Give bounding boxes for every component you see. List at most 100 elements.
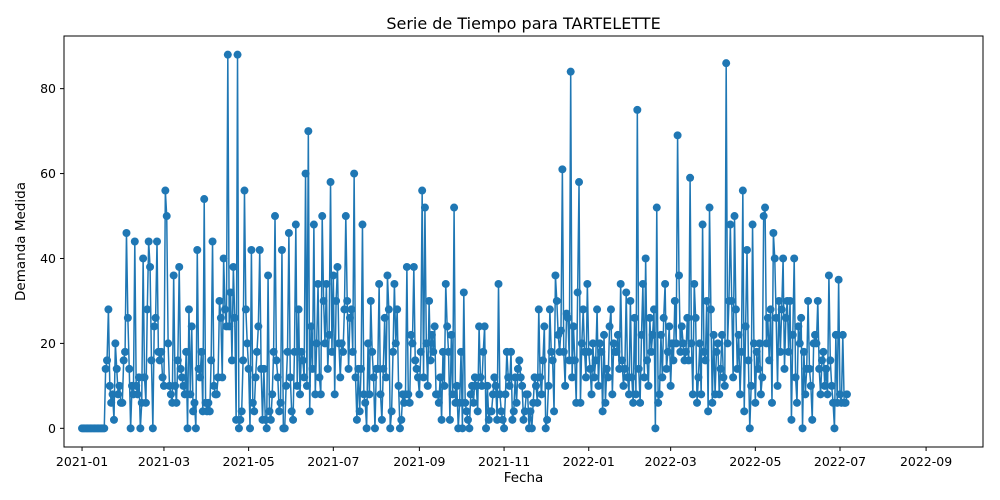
- data-point: [186, 390, 195, 399]
- data-point: [511, 373, 520, 382]
- data-point: [583, 279, 592, 288]
- data-point: [526, 407, 535, 416]
- data-point: [601, 398, 610, 407]
- data-point: [365, 390, 374, 399]
- data-point: [827, 381, 836, 390]
- data-point: [166, 390, 175, 399]
- data-point: [405, 398, 414, 407]
- data-point: [302, 381, 311, 390]
- data-point: [605, 322, 614, 331]
- data-point: [255, 245, 264, 254]
- data-point: [545, 305, 554, 314]
- data-point: [118, 398, 127, 407]
- data-point: [758, 373, 767, 382]
- data-point: [448, 390, 457, 399]
- data-point: [556, 326, 565, 335]
- data-point: [836, 390, 845, 399]
- data-point: [523, 390, 532, 399]
- data-point: [264, 271, 273, 280]
- data-point: [327, 347, 336, 356]
- data-point: [276, 398, 285, 407]
- data-point: [752, 347, 761, 356]
- data-point: [433, 390, 442, 399]
- data-point: [172, 398, 181, 407]
- data-point: [286, 373, 295, 382]
- data-point: [103, 356, 112, 365]
- data-point: [280, 424, 289, 433]
- data-point: [497, 407, 506, 416]
- data-point: [690, 279, 699, 288]
- data-point: [662, 364, 671, 373]
- data-point: [234, 424, 243, 433]
- data-point: [307, 322, 316, 331]
- data-point: [269, 347, 278, 356]
- data-point: [208, 237, 217, 246]
- data-point: [209, 381, 218, 390]
- data-point: [370, 424, 379, 433]
- data-point: [190, 398, 199, 407]
- data-point: [364, 339, 373, 348]
- data-point: [425, 296, 434, 305]
- data-point: [543, 415, 552, 424]
- data-point: [150, 322, 159, 331]
- data-point: [519, 415, 528, 424]
- data-point: [608, 390, 617, 399]
- data-point: [699, 347, 708, 356]
- data-point: [101, 364, 110, 373]
- data-point: [504, 373, 513, 382]
- data-point: [223, 50, 232, 59]
- data-point: [815, 364, 824, 373]
- data-point: [594, 381, 603, 390]
- data-point: [705, 203, 714, 212]
- data-point: [325, 330, 334, 339]
- x-tick-label: 2022-03: [645, 454, 697, 469]
- data-point: [332, 296, 341, 305]
- data-point: [755, 339, 764, 348]
- data-point: [513, 364, 522, 373]
- data-point: [694, 373, 703, 382]
- data-point: [618, 356, 627, 365]
- data-point: [534, 305, 543, 314]
- data-point: [531, 381, 540, 390]
- data-point: [527, 424, 536, 433]
- data-point: [475, 322, 484, 331]
- data-point: [351, 373, 360, 382]
- data-point: [105, 381, 114, 390]
- data-point: [441, 279, 450, 288]
- data-point: [173, 356, 182, 365]
- data-point: [108, 390, 117, 399]
- data-point: [494, 279, 503, 288]
- data-point: [355, 407, 364, 416]
- data-point: [147, 356, 156, 365]
- data-point: [647, 347, 656, 356]
- data-point: [538, 356, 547, 365]
- data-point: [505, 381, 514, 390]
- data-point: [357, 364, 366, 373]
- data-point: [586, 364, 595, 373]
- data-point: [297, 347, 306, 356]
- data-point: [495, 390, 504, 399]
- data-point: [681, 347, 690, 356]
- data-point: [309, 220, 318, 229]
- data-point: [171, 381, 180, 390]
- data-point: [570, 356, 579, 365]
- data-point: [443, 322, 452, 331]
- data-point: [330, 390, 339, 399]
- data-point: [379, 364, 388, 373]
- data-point: [207, 356, 216, 365]
- data-point: [318, 212, 327, 221]
- data-point: [565, 356, 574, 365]
- data-point: [748, 220, 757, 229]
- data-point: [566, 67, 575, 76]
- data-point: [784, 347, 793, 356]
- plot-frame: [63, 35, 984, 448]
- data-point: [727, 296, 736, 305]
- data-point: [463, 415, 472, 424]
- data-point: [230, 313, 239, 322]
- data-point: [573, 288, 582, 297]
- data-point: [450, 203, 459, 212]
- data-point: [344, 364, 353, 373]
- x-tick-label: 2021-09: [393, 454, 445, 469]
- data-point: [348, 347, 357, 356]
- data-point: [702, 296, 711, 305]
